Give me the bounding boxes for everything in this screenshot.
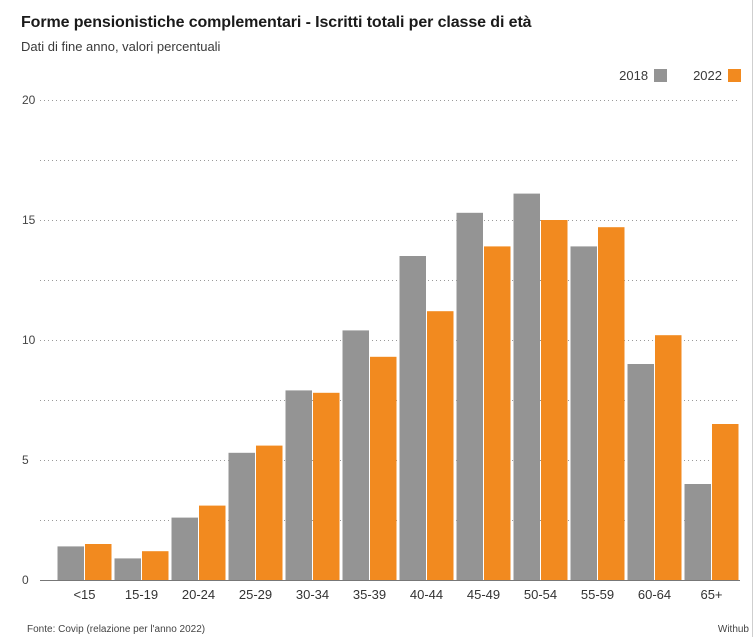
x-tick-label: 15-19 bbox=[125, 587, 158, 602]
legend-label-2022: 2022 bbox=[693, 68, 722, 83]
bar-2022-20-24 bbox=[199, 505, 226, 580]
bar-2018-<15 bbox=[57, 546, 84, 580]
bar-2022-30-34 bbox=[313, 392, 340, 580]
bar-2018-35-39 bbox=[342, 330, 369, 580]
y-tick-label: 5 bbox=[22, 453, 29, 467]
x-tick-label: <15 bbox=[73, 587, 95, 602]
x-tick-label: 40-44 bbox=[410, 587, 443, 602]
y-tick-label: 15 bbox=[22, 213, 36, 227]
legend-label-2018: 2018 bbox=[619, 68, 649, 83]
bar-2022-50-54 bbox=[541, 220, 568, 580]
x-tick-label: 60-64 bbox=[638, 587, 671, 602]
bar-2018-25-29 bbox=[228, 452, 255, 580]
bar-2022-25-29 bbox=[256, 445, 283, 580]
y-tick-label: 0 bbox=[22, 573, 29, 587]
x-tick-label: 65+ bbox=[700, 587, 722, 602]
source-note: Fonte: Covip (relazione per l'anno 2022) bbox=[27, 624, 206, 635]
x-tick-label: 25-29 bbox=[239, 587, 272, 602]
bar-2022-15-19 bbox=[142, 551, 169, 580]
y-tick-label: 20 bbox=[22, 93, 36, 107]
bar-2018-50-54 bbox=[513, 193, 540, 580]
chart-title: Forme pensionistiche complementari - Isc… bbox=[21, 14, 532, 31]
bar-2018-45-49 bbox=[456, 212, 483, 581]
bar-2018-65+ bbox=[684, 484, 711, 580]
bar-2018-40-44 bbox=[399, 256, 426, 580]
bar-2022-60-64 bbox=[655, 335, 682, 580]
bar-2018-15-19 bbox=[114, 558, 141, 580]
x-tick-label: 35-39 bbox=[353, 587, 386, 602]
x-tick-label: 50-54 bbox=[524, 587, 557, 602]
bar-2022-<15 bbox=[85, 544, 112, 580]
chart-legend: 2018 2022 bbox=[593, 68, 741, 83]
bar-2022-40-44 bbox=[427, 311, 454, 580]
x-tick-label: 30-34 bbox=[296, 587, 329, 602]
bar-2022-45-49 bbox=[484, 246, 511, 580]
y-tick-label: 10 bbox=[22, 333, 36, 347]
bar-2018-60-64 bbox=[627, 364, 654, 580]
legend-swatch-2022 bbox=[728, 69, 741, 82]
legend-item-2018: 2018 bbox=[619, 68, 668, 83]
legend-swatch-2018 bbox=[654, 69, 668, 82]
credit-note: Withub bbox=[717, 624, 749, 635]
bar-2018-20-24 bbox=[171, 517, 198, 580]
bar-2022-35-39 bbox=[370, 356, 397, 580]
chart-subtitle: Dati di fine anno, valori percentuali bbox=[21, 39, 221, 54]
bar-2022-65+ bbox=[712, 424, 739, 580]
bar-2022-55-59 bbox=[598, 227, 625, 580]
bar-2018-55-59 bbox=[570, 246, 597, 580]
x-tick-label: 55-59 bbox=[581, 587, 614, 602]
x-tick-label: 20-24 bbox=[182, 587, 215, 602]
bar-2018-30-34 bbox=[285, 390, 312, 580]
legend-item-2022: 2022 bbox=[693, 68, 741, 83]
x-tick-label: 45-49 bbox=[467, 587, 500, 602]
